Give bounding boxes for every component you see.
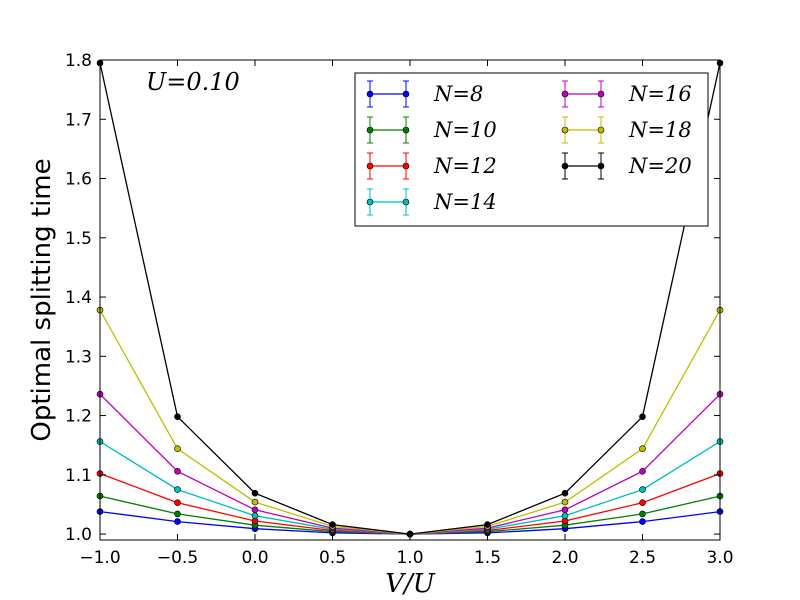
data-point: [174, 445, 181, 453]
legend-marker: [366, 126, 374, 134]
y-tick-label: 1.4: [65, 288, 92, 308]
x-tick-label: 3.0: [706, 548, 733, 568]
y-tick-label: 1.3: [65, 347, 92, 367]
y-tick-label: 1.8: [65, 51, 92, 71]
data-point: [174, 413, 181, 421]
legend-item-N=18: N=18: [561, 116, 692, 144]
data-point: [174, 510, 181, 518]
data-point: [639, 486, 646, 493]
legend-label: N=14: [433, 190, 497, 214]
legend-item-N=12: N=12: [366, 152, 497, 180]
y-tick-label: 1.2: [65, 407, 92, 427]
ticks-layer: −1.0 −0.5 0.0 0.5 1.0 1.5 2.0 2.5 3.0 1.0 1.1 1.2 1.…: [65, 51, 734, 568]
data-point: [639, 467, 646, 475]
legend-marker: [597, 90, 605, 98]
legend-marker: [402, 198, 410, 206]
y-tick-label: 1.7: [65, 110, 92, 130]
data-point: [639, 518, 646, 525]
x-tick-label: 1.0: [396, 548, 423, 568]
legend-item-N=14: N=14: [366, 188, 497, 216]
legend-box: [354, 72, 709, 227]
legend-marker: [402, 126, 410, 134]
data-point: [174, 486, 181, 493]
data-point: [561, 506, 569, 514]
data-point: [561, 498, 569, 506]
data-point: [174, 518, 181, 525]
data-point: [639, 499, 646, 507]
data-point: [561, 489, 569, 497]
data-point: [251, 489, 259, 497]
x-tick-label: 2.5: [629, 548, 656, 568]
data-point: [174, 499, 181, 507]
x-tick-label: 2.0: [551, 548, 578, 568]
data-point: [251, 506, 259, 514]
x-tick-label: −0.5: [157, 548, 198, 568]
legend-label: N=10: [433, 118, 497, 142]
legend-marker: [366, 90, 374, 98]
data-point: [639, 445, 646, 453]
annotation-u: U=0.10: [146, 68, 240, 96]
legend-marker: [402, 90, 410, 98]
data-point: [251, 512, 259, 520]
legend: N=8 N=10 N=12 N=14 N=16 N=18 N=20: [354, 72, 709, 227]
legend-label: N=12: [433, 154, 497, 178]
data-point: [639, 510, 646, 518]
y-tick-label: 1.1: [65, 466, 92, 486]
data-point: [484, 521, 491, 528]
legend-marker: [366, 162, 374, 170]
legend-label: N=8: [433, 82, 483, 106]
legend-item-N=8: N=8: [366, 80, 483, 108]
y-axis-label: Optimal splitting time: [27, 158, 57, 441]
data-point: [251, 498, 259, 506]
legend-marker: [597, 126, 605, 134]
legend-marker: [402, 162, 410, 170]
data-point: [561, 512, 569, 520]
x-tick-label: −1.0: [79, 548, 120, 568]
legend-label: N=20: [628, 154, 692, 178]
series-N=16: [96, 390, 724, 538]
legend-label: N=16: [628, 82, 692, 106]
x-tick-label: 0.0: [241, 548, 268, 568]
legend-item-N=16: N=16: [561, 80, 692, 108]
legend-marker: [561, 90, 569, 98]
data-point: [329, 521, 336, 528]
y-tick-label: 1.5: [65, 229, 92, 249]
x-axis-label: V/U: [385, 569, 436, 599]
legend-marker: [597, 162, 605, 170]
legend-marker: [366, 198, 374, 206]
x-tick-label: 0.5: [319, 548, 346, 568]
legend-label: N=18: [628, 118, 692, 142]
data-point: [174, 467, 181, 475]
legend-item-N=10: N=10: [366, 116, 497, 144]
legend-marker: [561, 126, 569, 134]
x-tick-label: 1.5: [474, 548, 501, 568]
y-tick-label: 1.6: [65, 170, 92, 190]
legend-marker: [561, 162, 569, 170]
legend-item-N=20: N=20: [561, 152, 692, 180]
data-point: [639, 413, 646, 421]
y-tick-label: 1.0: [65, 525, 92, 545]
